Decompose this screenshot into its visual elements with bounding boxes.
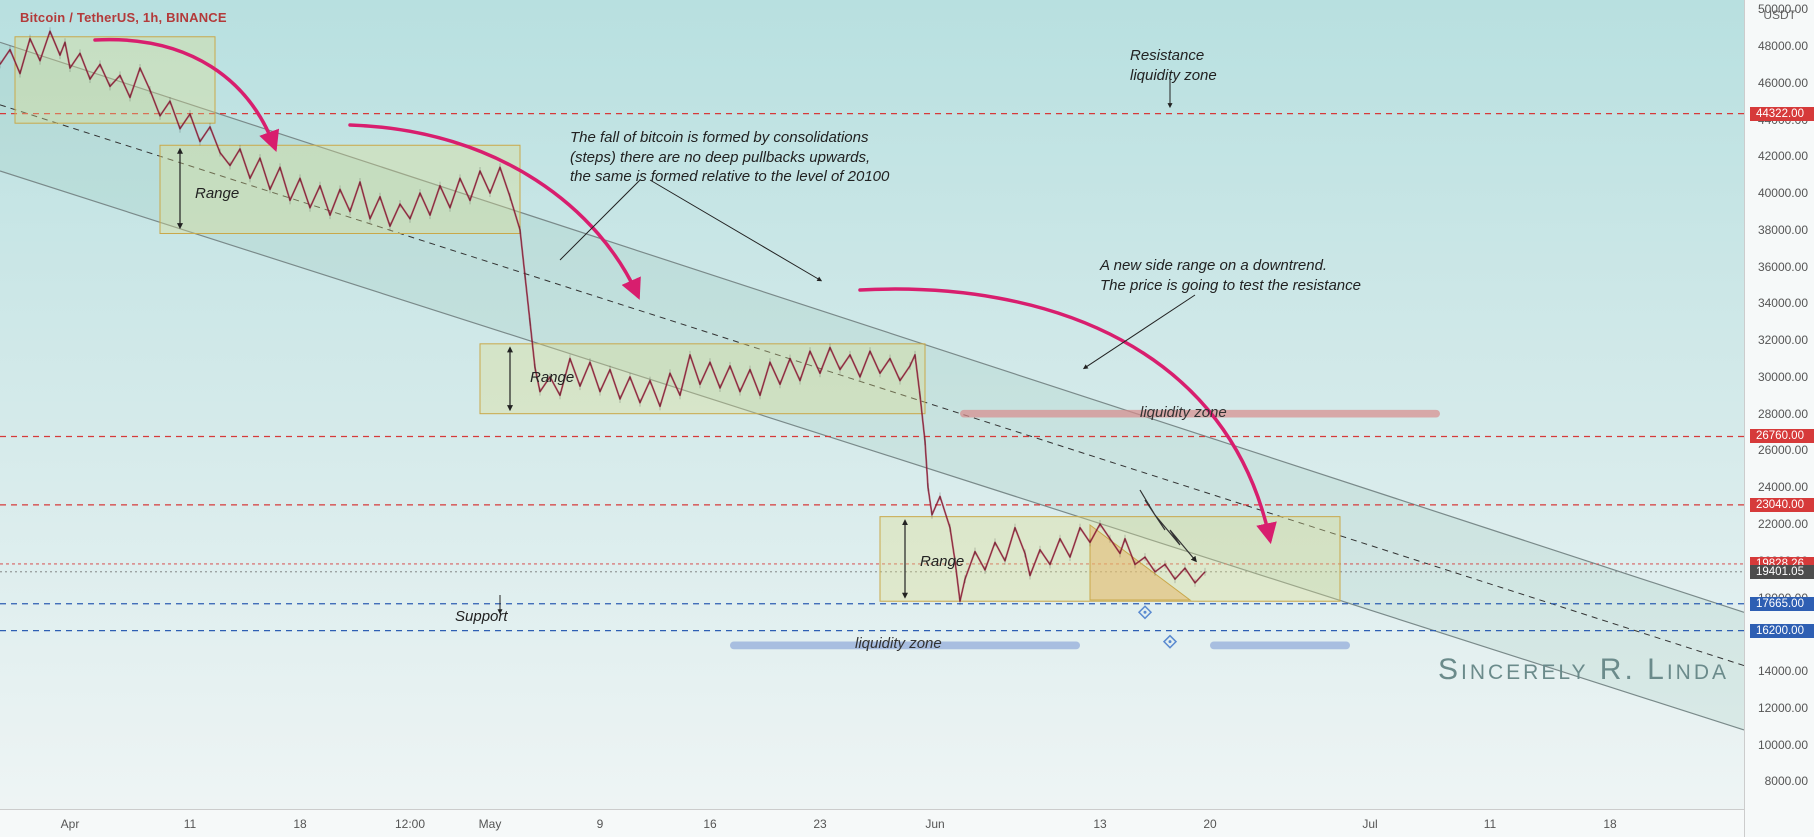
chart-canvas[interactable] <box>0 0 1814 837</box>
annotation-text: Support <box>455 607 508 627</box>
y-tick: 38000.00 <box>1758 223 1808 237</box>
y-tick: 14000.00 <box>1758 664 1808 678</box>
y-tick: 40000.00 <box>1758 186 1808 200</box>
range-label: Range <box>530 369 574 386</box>
y-tick: 10000.00 <box>1758 738 1808 752</box>
x-tick: May <box>479 817 502 831</box>
y-tick: 30000.00 <box>1758 370 1808 384</box>
x-tick: 13 <box>1093 817 1106 831</box>
price-flag: 17665.00 <box>1750 597 1814 611</box>
liquidity-zone-label: liquidity zone <box>855 635 942 652</box>
range-label: Range <box>920 553 964 570</box>
x-axis: Apr 11 18 12:00 May 9 16 23 Jun 13 20 Jul 11 18 <box>0 809 1744 837</box>
price-flag: 16200.00 <box>1750 624 1814 638</box>
y-tick: 36000.00 <box>1758 260 1808 274</box>
y-tick: 22000.00 <box>1758 517 1808 531</box>
y-tick: 8000.00 <box>1765 774 1808 788</box>
range-label: Range <box>195 185 239 202</box>
x-tick: 18 <box>293 817 306 831</box>
y-tick: 42000.00 <box>1758 149 1808 163</box>
x-tick: 12:00 <box>395 817 425 831</box>
x-tick: 18 <box>1603 817 1616 831</box>
y-axis: USDT 8000.0010000.0012000.0014000.001600… <box>1744 0 1814 837</box>
x-tick: Jul <box>1362 817 1377 831</box>
liquidity-zone-label: liquidity zone <box>1140 404 1227 421</box>
y-tick: 28000.00 <box>1758 407 1808 421</box>
x-tick: 23 <box>813 817 826 831</box>
y-tick: 34000.00 <box>1758 296 1808 310</box>
price-flag: 44322.00 <box>1750 107 1814 121</box>
x-tick: Jun <box>925 817 944 831</box>
chart-title: Bitcoin / TetherUS, 1h, BINANCE <box>20 10 227 25</box>
y-tick: 24000.00 <box>1758 480 1808 494</box>
y-tick: 48000.00 <box>1758 39 1808 53</box>
annotation-text: The fall of bitcoin is formed by consoli… <box>570 128 889 187</box>
annotation-text: A new side range on a downtrend. The pri… <box>1100 256 1361 295</box>
price-flag: 19401.05 <box>1750 565 1814 579</box>
y-tick: 26000.00 <box>1758 443 1808 457</box>
signature: Sincerely R. Linda <box>1438 653 1729 688</box>
price-flag: 23040.00 <box>1750 498 1814 512</box>
x-tick: 11 <box>1484 817 1496 831</box>
y-tick: 12000.00 <box>1758 701 1808 715</box>
x-tick: 9 <box>597 817 604 831</box>
x-tick: 20 <box>1203 817 1216 831</box>
y-tick: 50000.00 <box>1758 2 1808 16</box>
y-tick: 46000.00 <box>1758 76 1808 90</box>
x-tick: Apr <box>61 817 80 831</box>
x-tick: 16 <box>703 817 716 831</box>
x-tick: 11 <box>184 817 196 831</box>
price-flag: 26760.00 <box>1750 429 1814 443</box>
y-tick: 32000.00 <box>1758 333 1808 347</box>
annotation-text: Resistance liquidity zone <box>1130 46 1217 85</box>
